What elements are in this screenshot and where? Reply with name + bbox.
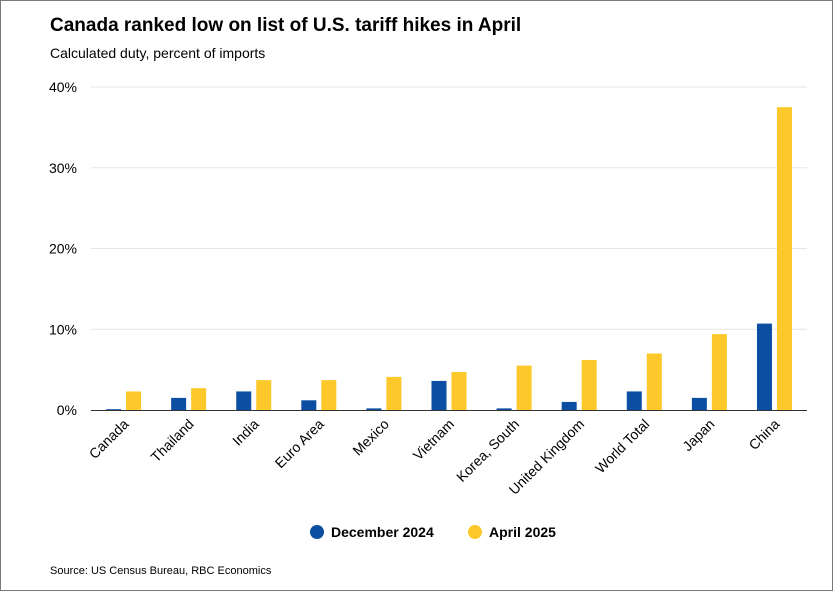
x-tick-label: Mexico — [349, 416, 392, 459]
source-note: Source: US Census Bureau, RBC Economics — [50, 565, 272, 577]
y-tick-label: 40% — [49, 79, 77, 95]
bar-april-2025 — [451, 372, 467, 410]
legend: December 2024 April 2025 — [310, 524, 556, 540]
legend-item: December 2024 — [310, 524, 434, 540]
bar-april-2025 — [776, 107, 792, 410]
x-tick-label: Korea, South — [453, 416, 522, 485]
x-tick-label: Thailand — [147, 416, 196, 465]
x-tick-label: China — [745, 416, 782, 453]
x-tick-label: Japan — [679, 416, 717, 454]
bars — [106, 107, 792, 410]
bar-december-2024 — [106, 409, 122, 410]
x-tick-label: Vietnam — [410, 416, 457, 463]
bar-april-2025 — [581, 359, 597, 410]
bar-december-2024 — [626, 391, 642, 410]
y-tick-label: 30% — [49, 160, 77, 176]
legend-label: December 2024 — [331, 524, 434, 540]
bar-april-2025 — [711, 334, 727, 410]
bar-april-2025 — [256, 380, 272, 410]
bar-december-2024 — [496, 408, 512, 410]
bar-december-2024 — [366, 408, 382, 410]
bar-december-2024 — [301, 400, 317, 410]
bar-december-2024 — [691, 397, 707, 410]
legend-label: April 2025 — [489, 524, 556, 540]
x-tick-label: World Total — [592, 416, 652, 476]
bar-april-2025 — [191, 388, 207, 410]
bar-april-2025 — [646, 353, 662, 410]
y-axis-tick-labels: 0% 10% 20% 30% 40% — [49, 79, 77, 418]
legend-swatch — [310, 525, 324, 539]
bar-december-2024 — [756, 323, 772, 410]
y-tick-label: 0% — [57, 402, 77, 418]
x-tick-label: India — [229, 416, 262, 449]
bar-december-2024 — [171, 397, 187, 410]
x-tick-label: Euro Area — [272, 416, 327, 471]
bar-april-2025 — [386, 376, 402, 410]
bar-december-2024 — [561, 401, 577, 410]
x-tick-label: Canada — [86, 416, 132, 462]
bar-april-2025 — [516, 365, 532, 410]
chart-subtitle: Calculated duty, percent of imports — [50, 45, 266, 61]
legend-item: April 2025 — [468, 524, 556, 540]
bar-december-2024 — [431, 380, 447, 410]
legend-swatch — [468, 525, 482, 539]
bar-april-2025 — [126, 391, 142, 410]
x-axis-tick-labels: Canada Thailand India Euro Area Mexico Vietna… — [86, 416, 783, 498]
y-tick-label: 20% — [49, 241, 77, 257]
grid-lines — [91, 86, 807, 330]
y-tick-label: 10% — [49, 321, 77, 337]
bar-december-2024 — [236, 391, 252, 410]
bar-april-2025 — [321, 380, 337, 410]
chart-title: Canada ranked low on list of U.S. tariff… — [50, 15, 522, 36]
